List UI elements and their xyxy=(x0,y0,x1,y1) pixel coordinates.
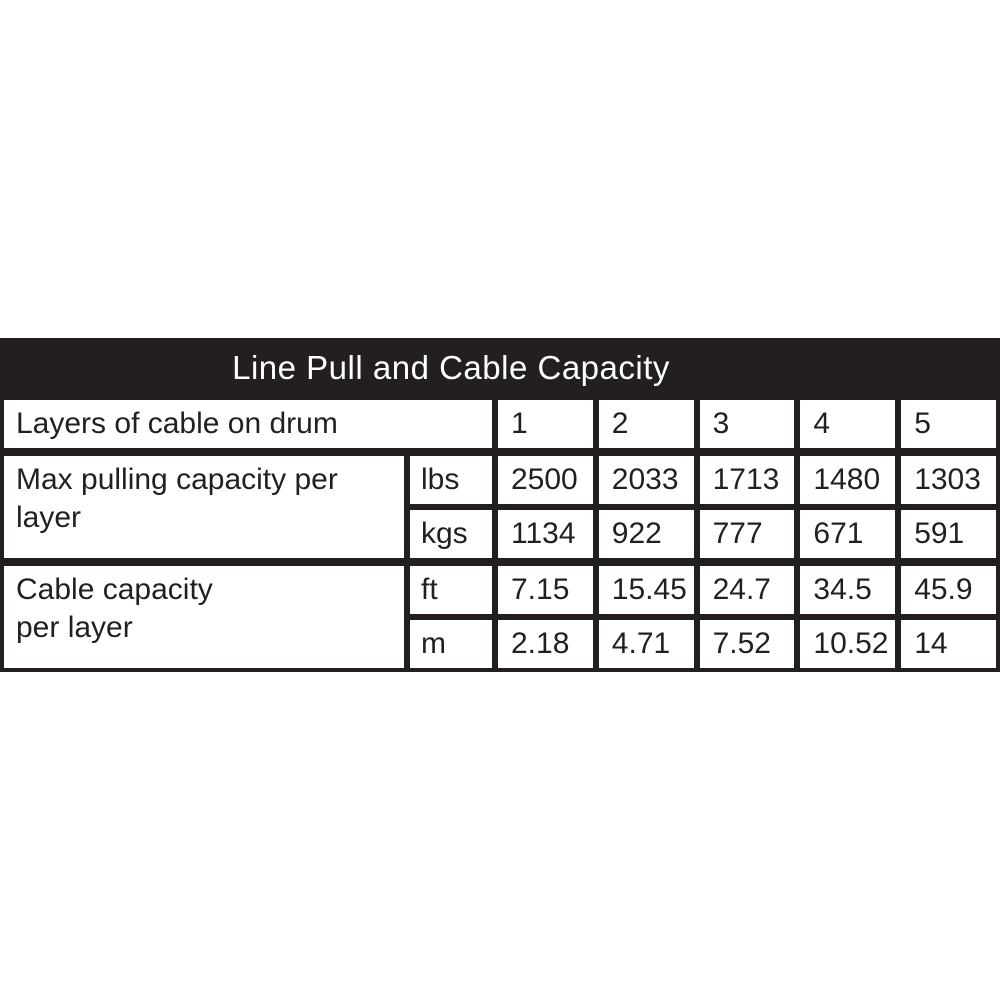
ft-value-cell-2: 15.45 xyxy=(598,566,694,614)
line-pull-capacity-table: Line Pull and Cable Capacity Layers of c… xyxy=(0,338,1000,672)
max-pulling-capacity-section: Max pulling capacity per layer lbs 2500 … xyxy=(4,456,996,558)
m-value-cell-3: 7.52 xyxy=(699,620,795,668)
layers-row: Layers of cable on drum 1 2 3 4 5 xyxy=(4,400,996,448)
cable-capacity-section: Cable capacity per layer ft 7.15 15.45 2… xyxy=(4,566,996,668)
ft-value-cell-4: 34.5 xyxy=(800,566,896,614)
ft-value-cell-1: 7.15 xyxy=(498,566,593,614)
unit-cell-m: m xyxy=(410,620,492,668)
lbs-value-cell-3: 1713 xyxy=(699,456,795,504)
kgs-value-cell-3: 777 xyxy=(699,510,795,558)
m-value-cell-4: 10.52 xyxy=(800,620,896,668)
cable-capacity-label-cell: Cable capacity per layer xyxy=(4,566,404,668)
layer-number-cell-4: 4 xyxy=(800,400,896,448)
lbs-value-cell-1: 2500 xyxy=(498,456,593,504)
m-value-cell-1: 2.18 xyxy=(498,620,593,668)
lbs-value-cell-4: 1480 xyxy=(800,456,896,504)
lbs-value-cell-5: 1303 xyxy=(901,456,996,504)
kgs-value-cell-4: 671 xyxy=(800,510,896,558)
table-title: Line Pull and Cable Capacity xyxy=(232,349,670,386)
unit-cell-ft: ft xyxy=(410,566,492,614)
m-value-cell-5: 14 xyxy=(901,620,996,668)
unit-cell-lbs: lbs xyxy=(410,456,492,504)
layer-number-cell-3: 3 xyxy=(699,400,795,448)
m-value-cell-2: 4.71 xyxy=(598,620,694,668)
ft-value-cell-3: 24.7 xyxy=(699,566,795,614)
layer-number-cell-1: 1 xyxy=(498,400,593,448)
table-title-bar: Line Pull and Cable Capacity xyxy=(4,342,996,394)
kgs-value-cell-1: 1134 xyxy=(498,510,593,558)
lbs-value-cell-2: 2033 xyxy=(598,456,694,504)
max-pulling-label-cell: Max pulling capacity per layer xyxy=(4,456,404,558)
unit-cell-kgs: kgs xyxy=(410,510,492,558)
layer-number-cell-2: 2 xyxy=(598,400,694,448)
layers-label-cell: Layers of cable on drum xyxy=(4,400,492,448)
layer-number-cell-5: 5 xyxy=(901,400,996,448)
kgs-value-cell-2: 922 xyxy=(598,510,694,558)
kgs-value-cell-5: 591 xyxy=(901,510,996,558)
ft-value-cell-5: 45.9 xyxy=(901,566,996,614)
